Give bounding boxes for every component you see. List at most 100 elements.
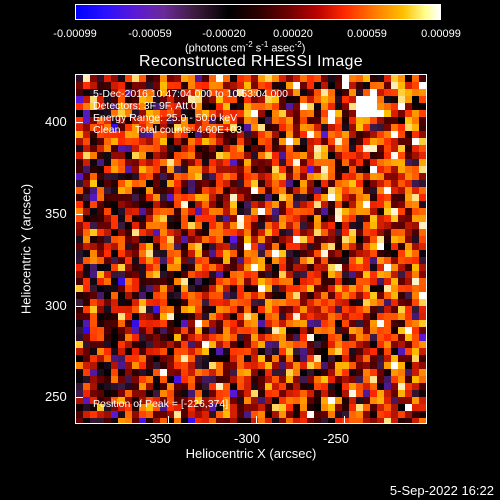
image-pixel: [244, 124, 251, 131]
image-pixel: [384, 222, 391, 229]
image-pixel: [132, 208, 139, 215]
image-pixel: [363, 236, 370, 243]
image-pixel: [258, 383, 265, 390]
image-pixel: [125, 250, 132, 257]
image-pixel: [412, 201, 419, 208]
image-pixel: [76, 313, 83, 320]
image-pixel: [174, 236, 181, 243]
image-pixel: [251, 110, 258, 117]
image-pixel: [412, 404, 419, 411]
image-pixel: [377, 124, 384, 131]
image-pixel: [237, 264, 244, 271]
image-pixel: [104, 404, 111, 411]
image-pixel: [195, 75, 202, 82]
image-pixel: [216, 110, 223, 117]
image-pixel: [223, 299, 230, 306]
image-pixel: [286, 404, 293, 411]
image-pixel: [76, 159, 83, 166]
image-pixel: [76, 152, 83, 159]
image-pixel: [146, 369, 153, 376]
colorbar-tick-label: -0.00059: [128, 28, 172, 40]
image-pixel: [209, 194, 216, 201]
image-pixel: [160, 236, 167, 243]
image-pixel: [146, 257, 153, 264]
image-pixel: [258, 250, 265, 257]
image-pixel: [363, 383, 370, 390]
image-pixel: [111, 257, 118, 264]
image-pixel: [153, 299, 160, 306]
image-pixel: [125, 159, 132, 166]
image-pixel: [349, 180, 356, 187]
image-pixel: [181, 201, 188, 208]
image-pixel: [188, 131, 195, 138]
image-pixel: [153, 222, 160, 229]
image-pixel: [286, 173, 293, 180]
image-pixel: [335, 390, 342, 397]
image-pixel: [83, 229, 90, 236]
image-pixel: [139, 341, 146, 348]
image-pixel: [307, 75, 314, 82]
image-pixel: [391, 124, 398, 131]
image-pixel: [209, 180, 216, 187]
image-pixel: [405, 145, 412, 152]
image-pixel: [391, 117, 398, 124]
image-pixel: [195, 299, 202, 306]
image-pixel: [83, 376, 90, 383]
image-pixel: [244, 250, 251, 257]
image-pixel: [419, 103, 426, 110]
image-pixel: [216, 264, 223, 271]
image-pixel: [419, 201, 426, 208]
image-pixel: [349, 278, 356, 285]
image-pixel: [125, 376, 132, 383]
image-pixel: [230, 75, 237, 82]
image-pixel: [104, 75, 111, 82]
image-pixel: [370, 222, 377, 229]
y-tick-label: 350: [45, 206, 67, 221]
image-pixel: [146, 383, 153, 390]
image-pixel: [160, 82, 167, 89]
image-pixel: [90, 278, 97, 285]
image-pixel: [321, 285, 328, 292]
image-pixel: [335, 348, 342, 355]
image-pixel: [90, 390, 97, 397]
image-pixel: [76, 187, 83, 194]
image-pixel: [398, 131, 405, 138]
image-pixel: [405, 194, 412, 201]
image-pixel: [363, 75, 370, 82]
image-pixel: [104, 82, 111, 89]
image-pixel: [272, 229, 279, 236]
image-pixel: [111, 362, 118, 369]
image-pixel: [412, 96, 419, 103]
image-pixel: [391, 369, 398, 376]
image-pixel: [90, 187, 97, 194]
image-pixel: [181, 306, 188, 313]
image-pixel: [328, 82, 335, 89]
image-pixel: [118, 397, 125, 404]
image-pixel: [97, 131, 104, 138]
image-pixel: [286, 390, 293, 397]
image-pixel: [398, 229, 405, 236]
image-pixel: [216, 187, 223, 194]
image-pixel: [76, 117, 83, 124]
image-pixel: [300, 96, 307, 103]
image-pixel: [279, 327, 286, 334]
image-pixel: [160, 404, 167, 411]
image-pixel: [363, 117, 370, 124]
image-pixel: [314, 110, 321, 117]
image-pixel: [209, 299, 216, 306]
image-pixel: [272, 124, 279, 131]
image-pixel: [419, 271, 426, 278]
image-pixel: [146, 327, 153, 334]
image-pixel: [146, 278, 153, 285]
image-pixel: [195, 187, 202, 194]
image-pixel: [272, 243, 279, 250]
image-pixel: [265, 166, 272, 173]
image-pixel: [265, 173, 272, 180]
image-pixel: [398, 187, 405, 194]
image-pixel: [146, 222, 153, 229]
image-pixel: [167, 390, 174, 397]
image-pixel: [307, 320, 314, 327]
image-pixel: [188, 236, 195, 243]
image-pixel: [139, 257, 146, 264]
image-pixel: [272, 208, 279, 215]
